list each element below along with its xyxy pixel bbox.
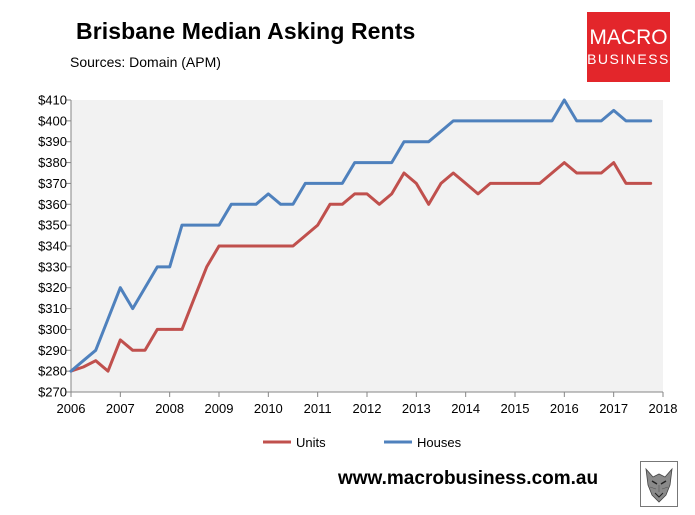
plot-area — [71, 100, 663, 392]
x-tick-label: 2015 — [501, 401, 530, 416]
y-axis: $270 $280 $290 $300 $310 $320 $330 $340 $350 $360… — [38, 93, 72, 400]
y-tick-label: $390 — [38, 134, 67, 149]
y-tick-label: $350 — [38, 218, 67, 233]
x-tick-label: 2012 — [353, 401, 382, 416]
legend: Units Houses — [263, 435, 462, 450]
series-line-houses — [69, 98, 653, 373]
legend-label-houses: Houses — [417, 435, 462, 450]
x-tick-label: 2007 — [106, 401, 135, 416]
chart-title: Brisbane Median Asking Rents — [76, 18, 416, 44]
y-tick-label: $300 — [38, 322, 67, 337]
x-tick-label: 2009 — [205, 401, 234, 416]
x-tick-label: 2010 — [254, 401, 283, 416]
x-tick-label: 2008 — [155, 401, 184, 416]
website-url: www.macrobusiness.com.au — [338, 468, 599, 489]
x-tick-label: 2017 — [599, 401, 628, 416]
chart-subtitle: Sources: Domain (APM) — [70, 54, 221, 70]
y-tick-label: $270 — [38, 385, 67, 400]
y-tick-label: $340 — [38, 239, 67, 254]
series-line-units — [69, 161, 653, 373]
x-tick-label: 2018 — [649, 401, 678, 416]
series-layer — [69, 98, 653, 373]
y-tick-label: $330 — [38, 259, 67, 274]
x-axis: 2006 2007 2008 2009 2010 2011 2012 2013 2014 2015… — [57, 391, 678, 416]
y-tick-label: $310 — [38, 301, 67, 316]
legend-label-units: Units — [296, 435, 326, 450]
wolf-icon — [640, 461, 678, 507]
y-tick-label: $380 — [38, 155, 67, 170]
y-tick-label: $410 — [38, 93, 67, 108]
x-tick-label: 2016 — [550, 401, 579, 416]
logo-line-2: BUSINESS — [587, 51, 670, 68]
y-tick-label: $320 — [38, 280, 67, 295]
macrobusiness-logo: MACRO BUSINESS — [587, 12, 670, 82]
y-tick-label: $360 — [38, 197, 67, 212]
y-tick-label: $280 — [38, 364, 67, 379]
x-tick-label: 2014 — [451, 401, 480, 416]
y-tick-label: $370 — [38, 176, 67, 191]
y-tick-label: $400 — [38, 113, 67, 128]
y-tick-label: $290 — [38, 343, 67, 358]
x-tick-label: 2013 — [402, 401, 431, 416]
x-tick-label: 2006 — [57, 401, 86, 416]
logo-line-1: MACRO — [589, 26, 668, 50]
x-tick-label: 2011 — [304, 401, 332, 416]
